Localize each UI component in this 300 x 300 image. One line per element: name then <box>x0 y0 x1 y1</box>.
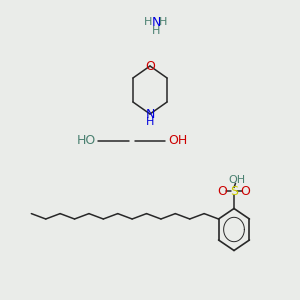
Text: S: S <box>230 184 238 198</box>
Text: N: N <box>145 107 155 121</box>
Text: H: H <box>146 117 154 128</box>
Text: N: N <box>151 16 161 29</box>
Text: OH: OH <box>168 134 187 148</box>
Text: O: O <box>218 184 227 198</box>
Text: O: O <box>241 184 250 198</box>
Text: H: H <box>144 17 153 27</box>
Text: HO: HO <box>77 134 96 148</box>
Text: H: H <box>159 17 168 27</box>
Text: O: O <box>145 59 155 73</box>
Text: OH: OH <box>228 175 246 185</box>
Text: H: H <box>152 26 160 36</box>
